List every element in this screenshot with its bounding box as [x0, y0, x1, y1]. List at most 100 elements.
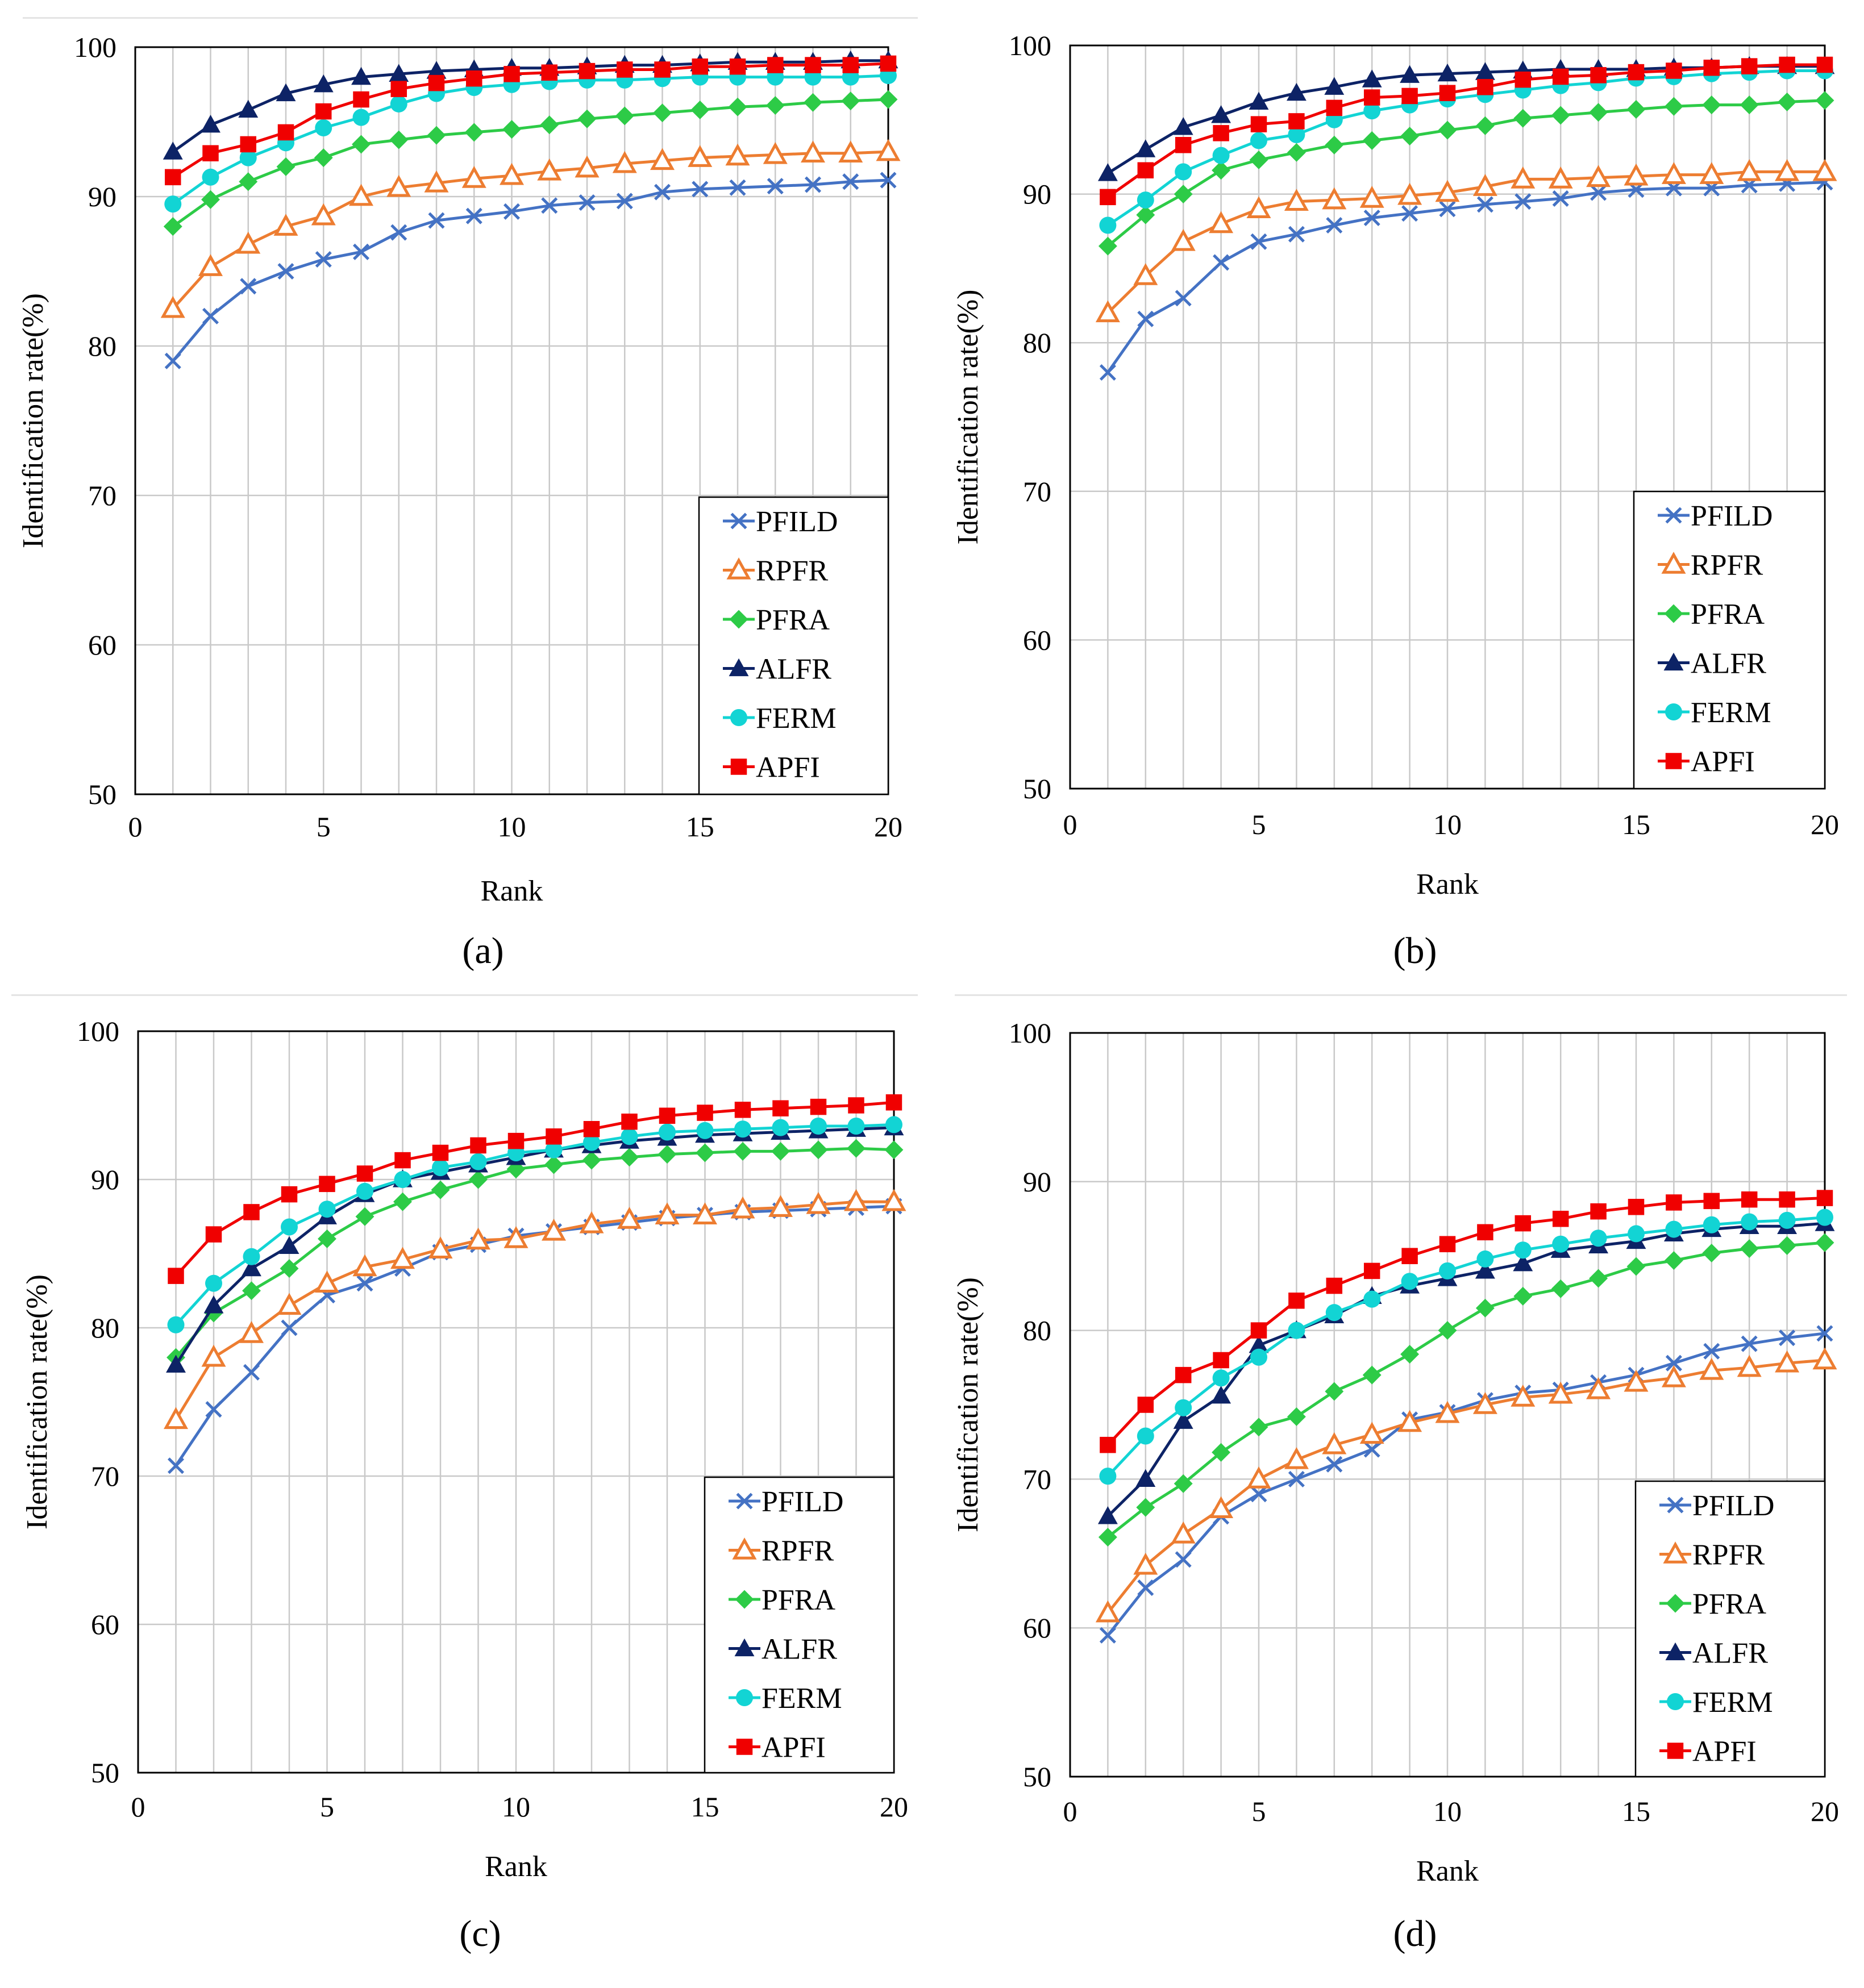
- data-point-pfild: [356, 1275, 373, 1292]
- data-point-ferm: [352, 109, 370, 126]
- data-point-apfi: [428, 74, 445, 91]
- data-point-apfi: [240, 136, 256, 153]
- data-point-ferm: [167, 1316, 185, 1333]
- data-point-pfra: [393, 1192, 412, 1211]
- data-point-pfra: [1249, 1418, 1268, 1437]
- data-point-apfi: [734, 1102, 751, 1118]
- data-point-pfra: [1325, 135, 1344, 155]
- data-point-ferm: [583, 1133, 600, 1151]
- data-point-apfi: [583, 1121, 600, 1137]
- data-point-pfra: [389, 130, 409, 149]
- data-point-pfra: [1626, 100, 1646, 119]
- data-point-rpfr: [500, 162, 524, 185]
- data-point-pfra: [690, 101, 710, 119]
- data-point-ferm: [1816, 1208, 1833, 1226]
- data-point-ferm: [1212, 147, 1230, 164]
- legend-marker-ferm: [1665, 703, 1682, 720]
- y-tick-label: 50: [91, 1757, 119, 1789]
- data-point-rpfr: [1472, 1392, 1497, 1414]
- data-point-apfi: [243, 1204, 260, 1220]
- data-point-apfi: [394, 1152, 411, 1169]
- data-point-pfra: [658, 1145, 677, 1164]
- data-point-pfild: [428, 212, 445, 229]
- y-tick-label: 60: [1023, 624, 1051, 656]
- legend-marker-ferm: [1667, 1693, 1684, 1710]
- data-point-rpfr: [386, 174, 411, 197]
- legend-marker-ferm: [736, 1689, 753, 1706]
- data-point-pfild: [352, 243, 370, 260]
- data-point-ferm: [1099, 1468, 1117, 1485]
- data-point-pfra: [653, 103, 672, 123]
- data-point-rpfr: [198, 254, 223, 276]
- series-pfra: [1098, 1233, 1834, 1547]
- data-point-pfra: [1287, 1407, 1306, 1426]
- chart-panel-4: 50 60 70 80 90 100 0 5 10 15 20 Rank Identification …: [952, 1017, 1839, 1954]
- data-point-rpfr: [1737, 159, 1762, 181]
- data-point-rpfr: [1586, 165, 1611, 187]
- series-apfi: [165, 55, 897, 186]
- data-point-apfi: [1250, 1322, 1267, 1339]
- x-tick-label: 5: [1252, 1795, 1266, 1827]
- legend-label-apfi: APFI: [756, 752, 820, 784]
- data-point-apfi: [1100, 189, 1116, 206]
- series-apfi: [1100, 56, 1833, 206]
- data-point-pfild: [1779, 1329, 1796, 1347]
- legend-label-rpfr: RPFR: [756, 555, 829, 587]
- data-point-rpfr: [239, 1321, 264, 1343]
- data-point-ferm: [1250, 132, 1267, 149]
- data-point-apfi: [1288, 1292, 1305, 1309]
- y-tick-label: 60: [1023, 1612, 1051, 1644]
- data-point-rpfr: [1699, 1357, 1724, 1380]
- data-point-pfra: [1362, 1365, 1382, 1385]
- data-point-apfi: [1100, 1436, 1116, 1453]
- data-point-ferm: [1628, 1225, 1645, 1243]
- data-point-pfra: [765, 96, 785, 115]
- data-point-pfra: [615, 106, 634, 126]
- legend-marker-alfr: [1665, 1642, 1686, 1661]
- data-point-rpfr: [424, 170, 449, 193]
- data-point-alfr: [1249, 91, 1269, 110]
- data-point-pfra: [1815, 91, 1834, 110]
- x-axis-title: Rank: [481, 875, 543, 907]
- data-point-pfra: [847, 1139, 866, 1158]
- data-point-pfra: [809, 1140, 828, 1160]
- data-point-pfild: [842, 173, 859, 190]
- data-point-rpfr: [575, 155, 600, 178]
- data-point-rpfr: [1095, 300, 1120, 323]
- data-point-pfild: [1703, 1343, 1720, 1360]
- x-axis-title: Rank: [485, 1851, 547, 1883]
- data-point-pfild: [1326, 217, 1343, 234]
- data-point-apfi: [1514, 71, 1532, 88]
- data-point-alfr: [276, 83, 296, 102]
- data-point-apfi: [470, 1137, 486, 1154]
- data-point-pfra: [1551, 106, 1570, 125]
- data-point-pfild: [277, 262, 294, 280]
- data-point-apfi: [165, 169, 181, 186]
- data-point-rpfr: [504, 1226, 529, 1248]
- data-point-rpfr: [1435, 180, 1460, 202]
- y-tick-label: 50: [1023, 1761, 1051, 1793]
- data-point-rpfr: [1284, 1447, 1309, 1469]
- data-point-pfra: [431, 1180, 450, 1199]
- data-point-rpfr: [1397, 182, 1422, 205]
- series-rpfr: [160, 139, 901, 318]
- legend-label-apfi: APFI: [762, 1732, 826, 1764]
- legend-marker-rpfr: [726, 557, 751, 580]
- data-point-pfra: [620, 1148, 639, 1167]
- data-point-pfild: [281, 1319, 298, 1336]
- series-pfild: [167, 1198, 902, 1474]
- y-tick-label: 80: [1023, 327, 1051, 359]
- legend: PFILD RPFR PFRA ALFR FERM APFI: [698, 496, 889, 795]
- y-tick-label: 60: [88, 629, 116, 661]
- data-point-pfra: [1098, 1528, 1117, 1547]
- data-point-pfra: [1174, 1474, 1193, 1493]
- data-point-pfild: [1439, 201, 1456, 218]
- data-point-ferm: [202, 168, 219, 186]
- x-tick-label: 0: [1063, 1795, 1077, 1827]
- data-point-rpfr: [1775, 159, 1800, 181]
- data-point-ferm: [1439, 1262, 1456, 1280]
- data-point-ferm: [315, 119, 332, 137]
- data-point-alfr: [351, 66, 371, 85]
- data-point-pfra: [1475, 116, 1495, 135]
- data-point-pfild: [729, 179, 746, 196]
